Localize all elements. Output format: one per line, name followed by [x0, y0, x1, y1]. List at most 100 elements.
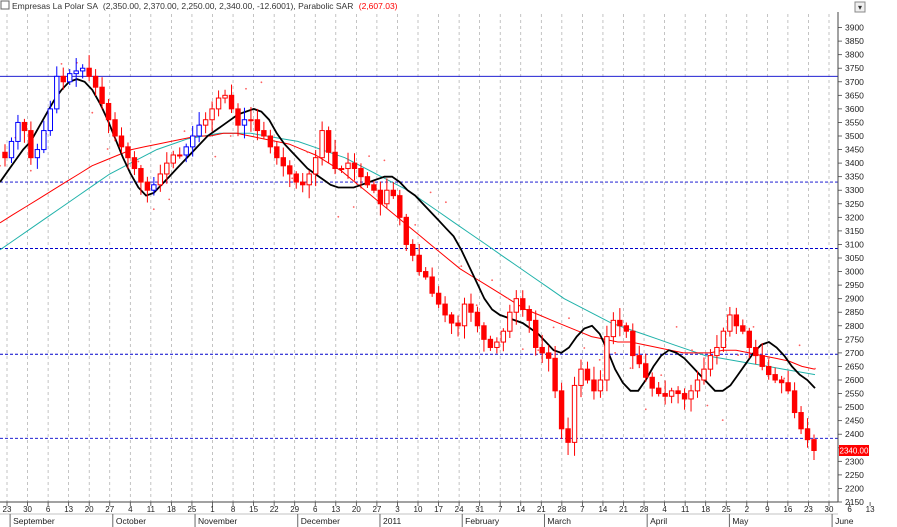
candle-body	[325, 130, 332, 153]
x-day-label: 2	[745, 505, 750, 514]
x-month-label: September	[13, 516, 55, 526]
candle-body	[105, 102, 112, 121]
candle-body	[345, 162, 351, 170]
x-day-label: 30	[23, 505, 32, 514]
last-value-tag-box	[839, 445, 869, 456]
sar-dot	[445, 201, 447, 204]
y-tick-label: 3350	[845, 172, 864, 182]
candle-body	[164, 162, 170, 175]
sar-dot	[245, 87, 247, 90]
sar-dot	[137, 160, 140, 163]
last-value-tag-text: 2340.00	[840, 447, 869, 456]
x-day-label: 30	[825, 505, 834, 514]
x-day-label: 14	[516, 505, 525, 514]
candle-body	[759, 355, 765, 367]
legend-checkbox-icon[interactable]	[0, 0, 10, 10]
x-day-label: 3	[395, 505, 400, 514]
candle-body	[707, 355, 714, 370]
y-tick-label: 3500	[845, 131, 864, 141]
candle-body	[435, 292, 442, 305]
candle-body	[287, 165, 293, 175]
y-tick-label: 2850	[845, 307, 864, 317]
candle-body	[28, 130, 34, 159]
x-day-label: 24	[455, 505, 464, 514]
candle-body	[189, 135, 196, 148]
candle-body	[144, 181, 151, 191]
candle-body	[636, 355, 642, 365]
candle-body	[507, 311, 513, 332]
sar-dot	[521, 348, 524, 350]
candle-body	[513, 298, 519, 313]
y-tick-label: 3650	[845, 90, 864, 100]
candle-body	[157, 173, 164, 186]
x-day-label: 4	[128, 505, 133, 514]
sar-dot	[214, 155, 217, 158]
candle-body	[623, 325, 630, 332]
window-control[interactable]: ▾	[854, 1, 866, 13]
candle-body	[312, 157, 319, 175]
sar-dot	[598, 359, 601, 361]
sar-dot	[614, 352, 616, 354]
candle-body	[804, 428, 811, 441]
x-day-label: 7	[498, 505, 503, 514]
y-tick-label: 2650	[845, 361, 864, 371]
candle-body	[688, 390, 694, 400]
candle-body	[617, 319, 623, 327]
candle-body	[47, 108, 54, 132]
candle-body	[785, 382, 791, 392]
y-tick-label: 2900	[845, 294, 864, 304]
horizontal-levels	[0, 75, 838, 439]
x-day-label: 20	[352, 505, 361, 514]
candle-body	[701, 368, 707, 381]
sar-dot	[629, 367, 632, 369]
x-day-label: 16	[783, 505, 792, 514]
x-day-label: 15	[249, 505, 258, 514]
sar-dot	[429, 191, 432, 194]
window-control-box[interactable]	[854, 1, 866, 13]
x-day-label: 31	[475, 505, 484, 514]
candle-body	[131, 157, 138, 170]
chart-legend: Empresas La Polar SA (2,350.00, 2,370.00…	[0, 0, 398, 11]
candle-body	[228, 94, 235, 110]
y-tick-label: 2150	[845, 497, 864, 507]
y-tick-label: 3850	[845, 36, 864, 46]
x-day-label: 9	[765, 505, 770, 514]
legend-ohlc: (2,350.00, 2,370.00, 2,250.00, 2,340.00,…	[103, 1, 294, 11]
sar-dot	[552, 326, 555, 329]
y-tick-label: 3400	[845, 158, 864, 168]
sar-dot	[537, 349, 540, 352]
candle-body	[681, 393, 688, 400]
x-day-label: 11	[147, 505, 156, 514]
candle-body	[746, 330, 752, 348]
sar-dot	[229, 135, 232, 137]
candle-body	[571, 384, 578, 443]
candle-body	[649, 376, 655, 389]
candle-body	[481, 325, 487, 340]
sar-dot	[168, 198, 171, 201]
candle-body	[202, 119, 209, 126]
candle-body	[235, 108, 241, 126]
candle-body	[448, 314, 455, 324]
candle-body	[539, 346, 545, 354]
y-tick-label: 2400	[845, 429, 864, 439]
x-day-label: 4	[662, 505, 667, 514]
candle-body	[604, 336, 610, 381]
candle-body	[714, 346, 720, 357]
x-day-label: 25	[722, 505, 731, 514]
candle-body	[41, 130, 47, 151]
candle-body	[241, 119, 248, 126]
candle-body	[54, 75, 60, 110]
x-month-label: October	[116, 516, 146, 526]
x-day-label: 22	[270, 505, 279, 514]
candle-body	[384, 189, 390, 205]
x-month-label: June	[835, 516, 854, 526]
candle-body	[565, 428, 571, 443]
candle-body	[254, 119, 261, 132]
sar-dot	[660, 374, 663, 376]
candle-body	[125, 146, 131, 159]
candle-body	[533, 319, 539, 348]
sar-dot	[583, 347, 586, 349]
svg-text:Empresas La Polar SA (: Empresas La Polar SA (2,350.00, 2,370.00…	[12, 1, 398, 11]
